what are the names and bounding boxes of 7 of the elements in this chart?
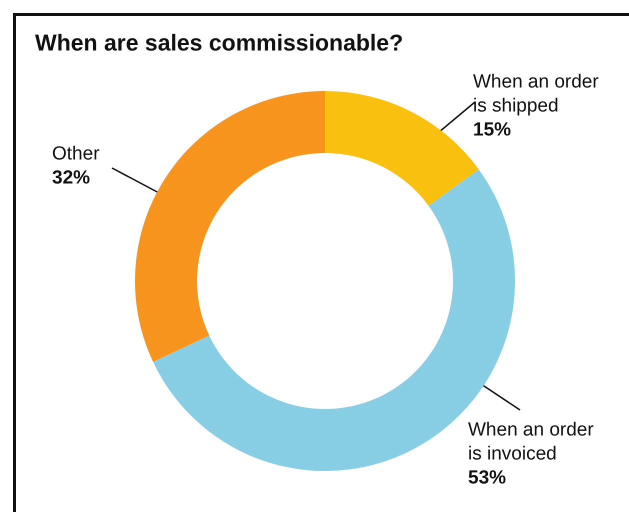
- slice-label: When an order is shipped: [473, 72, 600, 116]
- data-label: 15%: [473, 120, 512, 140]
- slice-label: Other: [52, 144, 100, 164]
- slice-label: When an order is invoiced: [468, 420, 594, 464]
- data-label: 32%: [52, 168, 90, 188]
- data-label: 53%: [468, 468, 506, 488]
- chart-title: When are sales commissionable?: [35, 30, 404, 56]
